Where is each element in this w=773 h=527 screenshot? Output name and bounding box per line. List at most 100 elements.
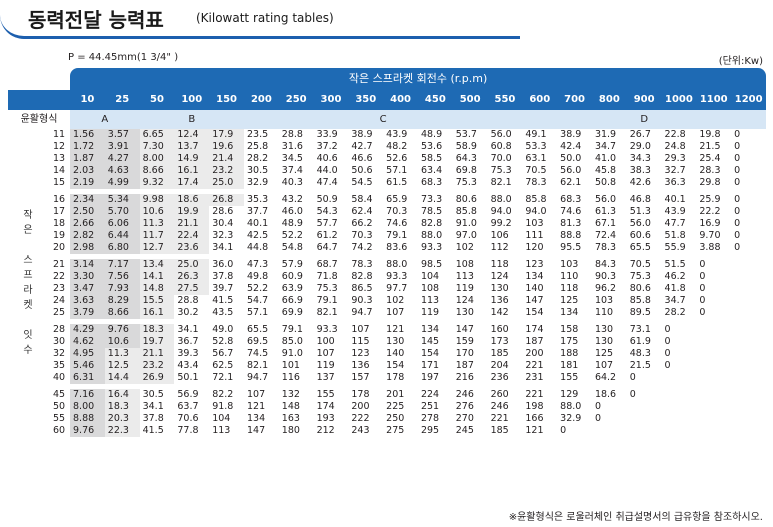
kw-value-cell: 65.5 xyxy=(243,324,279,336)
kw-value-cell: 50.0 xyxy=(557,153,592,165)
kw-value-cell: 48.9 xyxy=(278,218,314,230)
kw-value-cell: 185 xyxy=(487,425,523,437)
kw-value-cell xyxy=(731,283,767,295)
kw-value-cell: 13.7 xyxy=(174,141,210,153)
kw-value-cell: 66.9 xyxy=(278,295,314,307)
kw-value-cell: 43.5 xyxy=(209,307,244,319)
kw-value-cell: 160 xyxy=(487,324,523,336)
kw-value-cell: 94.0 xyxy=(487,206,523,218)
kw-value-cell: 102 xyxy=(383,295,418,307)
kw-value-cell: 28.2 xyxy=(661,307,697,319)
kw-value-cell: 54.7 xyxy=(243,295,279,307)
kw-value-cell: 2.50 xyxy=(70,206,105,218)
kw-value-cell: 91.0 xyxy=(452,218,488,230)
kw-value-cell: 85.8 xyxy=(452,206,488,218)
kw-value-cell xyxy=(626,413,662,425)
kw-value-cell: 28.8 xyxy=(278,129,314,141)
kw-value-cell: 82.8 xyxy=(417,218,453,230)
kw-value-cell: 62.1 xyxy=(557,177,592,189)
teeth-count: 20 xyxy=(52,242,66,253)
rpm-header-title: 작은 스프라켓 회전수 (r.p.m) xyxy=(70,68,767,90)
kw-value-cell: 82.1 xyxy=(243,360,279,372)
kw-value-cell: 221 xyxy=(522,360,558,372)
kw-value-cell: 216 xyxy=(452,372,488,384)
kw-value-cell: 0 xyxy=(661,360,697,372)
rpm-header-cell: 100 xyxy=(174,90,210,110)
kw-value-cell: 71.8 xyxy=(313,271,349,283)
kw-value-cell xyxy=(731,295,767,307)
kw-value-cell: 24.8 xyxy=(661,141,697,153)
table-row: 28 4.29 9.76 18.3 34.1 49.0 65.5 79.1 93.3 107 121… xyxy=(8,324,767,336)
kw-value-cell: 56.9 xyxy=(174,389,210,401)
kw-value-cell: 40.6 xyxy=(313,153,349,165)
kw-value-cell: 97.7 xyxy=(383,283,418,295)
kw-value-cell: 79.1 xyxy=(313,295,349,307)
kw-value-cell: 68.7 xyxy=(313,259,349,271)
kw-value-cell: 70.5 xyxy=(626,259,662,271)
kw-value-cell: 8.00 xyxy=(70,401,105,413)
kw-value-cell: 93.3 xyxy=(313,324,349,336)
kw-value-cell: 91.8 xyxy=(209,401,244,413)
kw-value-cell: 28.6 xyxy=(209,206,244,218)
lubrication-type-label: 윤활형식 xyxy=(8,110,70,129)
kw-value-cell: 19.7 xyxy=(139,336,175,348)
kw-value-cell: 34.7 xyxy=(661,295,697,307)
kw-value-cell: 130 xyxy=(452,307,488,319)
kw-value-cell: 91.0 xyxy=(278,348,314,360)
kw-value-cell: 78.3 xyxy=(348,259,384,271)
vertical-label-char: 프 xyxy=(23,270,33,281)
table-row: 17 2.50 5.70 10.6 19.9 28.6 37.7 46.0 54.3 62.4 70… xyxy=(8,206,767,218)
kw-value-cell: 104 xyxy=(417,271,453,283)
kw-value-cell: 29.0 xyxy=(626,141,662,153)
kw-value-cell: 6.80 xyxy=(104,242,140,254)
kw-value-cell: 48.9 xyxy=(417,129,453,141)
rpm-header-cell: 800 xyxy=(591,90,627,110)
kw-value-cell: 0 xyxy=(731,242,767,254)
kw-value-cell: 107 xyxy=(243,389,279,401)
kw-value-cell: 82.8 xyxy=(348,271,384,283)
rpm-header-cell: 50 xyxy=(139,90,175,110)
kw-value-cell: 178 xyxy=(383,372,418,384)
kw-value-cell xyxy=(696,389,732,401)
kw-value-cell: 22.8 xyxy=(661,129,697,141)
kw-value-cell: 82.1 xyxy=(313,307,349,319)
kw-value-cell: 3.57 xyxy=(104,129,140,141)
kw-value-cell: 147 xyxy=(522,295,558,307)
kw-value-cell: 222 xyxy=(348,413,384,425)
kw-value-cell: 246 xyxy=(452,389,488,401)
kw-value-cell: 124 xyxy=(452,295,488,307)
kw-value-cell xyxy=(731,348,767,360)
kw-value-cell: 231 xyxy=(522,372,558,384)
kw-value-cell: 0 xyxy=(696,307,732,319)
kw-value-cell: 77.8 xyxy=(174,425,210,437)
kw-value-cell: 7.17 xyxy=(104,259,140,271)
table-row: 23 3.47 7.93 14.8 27.5 39.7 52.2 63.9 75.3 86.5 97… xyxy=(8,283,767,295)
kw-value-cell: 80.6 xyxy=(452,194,488,206)
kw-value-cell: 51.5 xyxy=(661,259,697,271)
kw-value-cell: 4.99 xyxy=(104,177,140,189)
title-underline-swoosh xyxy=(0,0,520,39)
kw-value-cell: 69.8 xyxy=(452,165,488,177)
kw-value-cell: 134 xyxy=(417,324,453,336)
rpm-header-cell: 1200 xyxy=(731,90,767,110)
table-row: 30 4.62 10.6 19.7 36.7 52.8 69.5 85.0 100 115 130 1… xyxy=(8,336,767,348)
kw-value-cell: 44.0 xyxy=(313,165,349,177)
kw-value-cell: 4.95 xyxy=(70,348,105,360)
kw-value-cell: 85.0 xyxy=(278,336,314,348)
kw-value-cell: 174 xyxy=(313,401,349,413)
kw-value-cell: 145 xyxy=(417,336,453,348)
kw-value-cell: 115 xyxy=(348,336,384,348)
kw-value-cell: 136 xyxy=(487,295,523,307)
kw-value-cell: 62.4 xyxy=(348,206,384,218)
kw-value-cell: 3.91 xyxy=(104,141,140,153)
kw-value-cell: 0 xyxy=(731,206,767,218)
kw-value-cell: 110 xyxy=(591,307,627,319)
kw-value-cell: 99.2 xyxy=(487,218,523,230)
teeth-count: 22 xyxy=(52,271,66,282)
kw-value-cell: 43.4 xyxy=(174,360,210,372)
kw-value-cell: 34.7 xyxy=(591,141,627,153)
vertical-label-char: 은 xyxy=(23,225,33,236)
kw-value-cell: 221 xyxy=(522,389,558,401)
kw-value-cell: 21.5 xyxy=(696,141,732,153)
kw-value-cell: 30.4 xyxy=(209,218,244,230)
